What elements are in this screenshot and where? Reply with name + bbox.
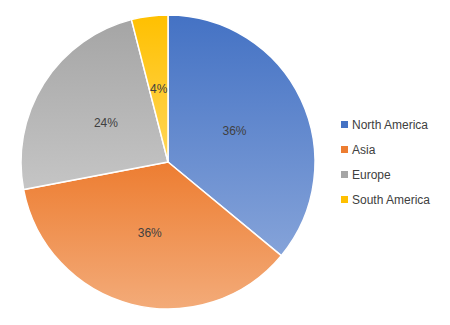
legend-swatch (341, 121, 348, 128)
legend-swatch (341, 146, 348, 153)
pie-slice (131, 15, 168, 162)
legend-swatch (341, 171, 348, 178)
legend-swatch (341, 196, 348, 203)
data-label: 36% (222, 124, 246, 138)
data-label: 4% (150, 82, 168, 96)
slices (21, 15, 315, 309)
legend: North America Asia Europe South America (341, 118, 430, 207)
legend-label: North America (352, 118, 428, 132)
data-label: 24% (94, 116, 118, 130)
legend-label: South America (352, 193, 430, 207)
legend-label: Europe (352, 168, 391, 182)
data-label: 36% (138, 226, 162, 240)
legend-label: Asia (352, 143, 376, 157)
data-labels: 36% 36% 24% 4% (94, 82, 247, 240)
chart-root: 36% 36% 24% 4% North America Asia Europe South … (0, 0, 450, 325)
pie-slice (24, 162, 282, 309)
